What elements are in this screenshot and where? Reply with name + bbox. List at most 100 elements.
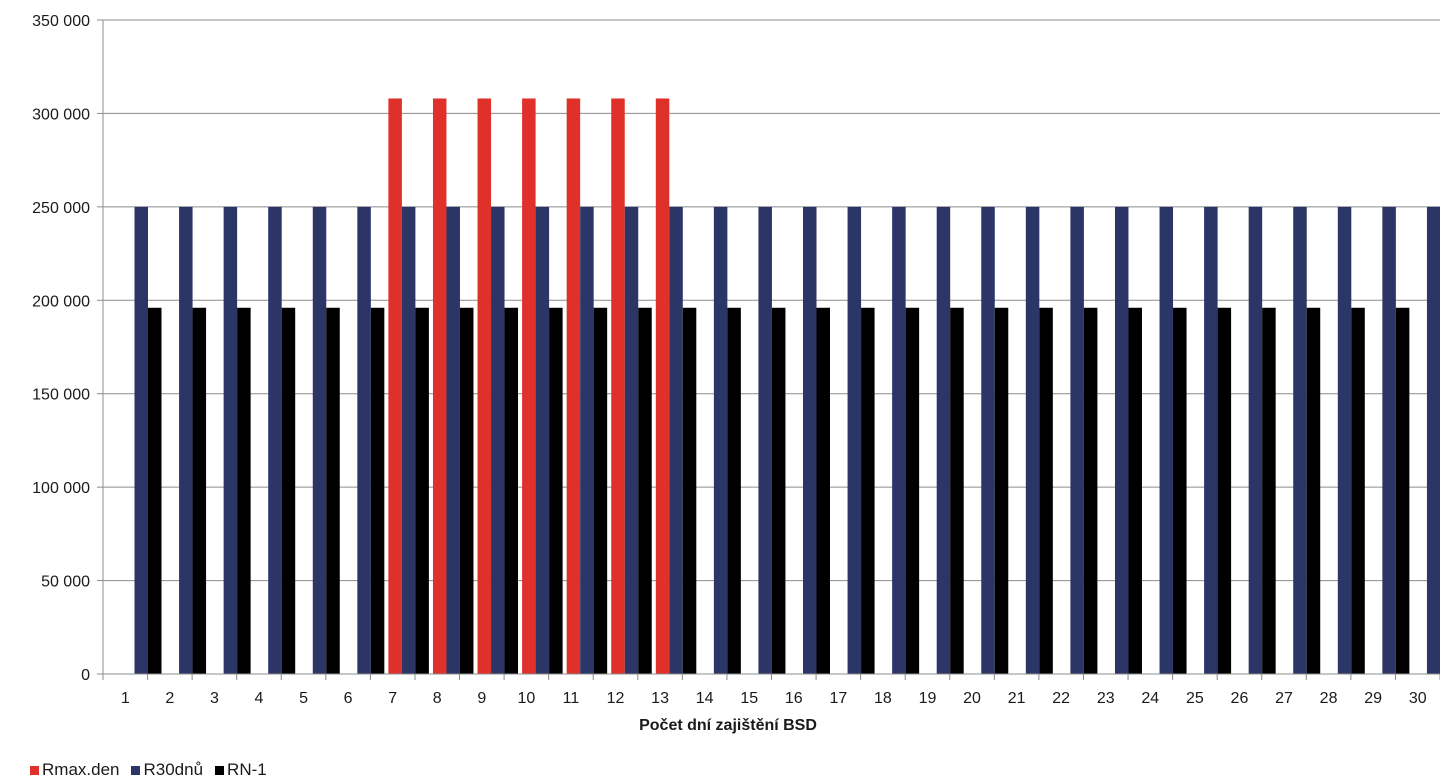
- bar-rn-1-2: [192, 307, 207, 674]
- y-tick-label: 300 000: [32, 106, 90, 123]
- bar-r30dn--1: [134, 206, 148, 674]
- bar-rmax-den-12: [611, 98, 625, 675]
- legend-label-rmax: Rmax.den: [42, 760, 120, 779]
- x-tick-label: 11: [563, 690, 580, 707]
- bar-rn-1-29: [1395, 307, 1410, 674]
- bar-r30dn--5: [312, 206, 327, 674]
- bar-r30dn--18: [892, 206, 906, 674]
- bar-rn-1-4: [281, 307, 296, 674]
- bar-rmax-den-9: [477, 98, 492, 675]
- bar-rn-1-5: [326, 307, 340, 674]
- legend-item-rn1: RN-1: [215, 760, 267, 780]
- bar-rn-1-20: [994, 307, 1009, 674]
- x-tick-label: 4: [255, 690, 264, 707]
- x-tick-label: 12: [607, 690, 625, 707]
- bar-rn-1-1: [148, 307, 162, 674]
- x-tick-label: 7: [388, 690, 397, 707]
- x-tick-label: 21: [1008, 690, 1026, 707]
- bar-rn-1-3: [237, 307, 251, 674]
- x-tick-label: 25: [1186, 690, 1204, 707]
- bar-rn-1-11: [593, 307, 608, 674]
- bar-rn-1-8: [459, 307, 474, 674]
- bar-rn-1-23: [1128, 307, 1142, 674]
- y-tick-label: 200 000: [32, 293, 90, 310]
- bar-r30dn--2: [179, 206, 193, 674]
- bar-rn-1-18: [905, 307, 920, 674]
- bar-rn-1-24: [1173, 307, 1187, 674]
- x-tick-label: 2: [165, 690, 174, 707]
- bar-r30dn--9: [491, 206, 505, 674]
- bar-rn-1-26: [1262, 307, 1276, 674]
- bar-rn-1-7: [415, 307, 429, 674]
- x-tick-label: 14: [696, 690, 714, 707]
- x-tick-label: 23: [1097, 690, 1115, 707]
- bar-rn-1-17: [861, 307, 875, 674]
- y-tick-label: 350 000: [32, 13, 90, 30]
- x-tick-label: 20: [963, 690, 981, 707]
- bar-rn-1-15: [771, 307, 786, 674]
- bar-rn-1-22: [1083, 307, 1098, 674]
- bar-rn-1-19: [950, 307, 964, 674]
- bar-r30dn--26: [1248, 206, 1263, 674]
- legend-swatch-rn1: [215, 765, 225, 775]
- y-tick-label: 0: [81, 667, 90, 684]
- x-tick-label: 3: [210, 690, 219, 707]
- x-tick-label: 26: [1231, 690, 1249, 707]
- legend-swatch-r30: [131, 765, 141, 775]
- y-tick-labels: 0 50 000 100 000 150 000 200 000 250 000 300 0…: [32, 13, 90, 684]
- bar-rn-1-21: [1039, 307, 1053, 674]
- x-tick-label: 8: [433, 690, 442, 707]
- y-tick-label: 100 000: [32, 480, 90, 497]
- x-tick-label: 27: [1275, 690, 1293, 707]
- bar-rn-1-12: [638, 307, 652, 674]
- y-tick-label: 150 000: [32, 387, 90, 404]
- legend-item-rmax: Rmax.den: [30, 760, 119, 780]
- bar-rn-1-28: [1351, 307, 1365, 674]
- legend-item-r30: R30dnů: [131, 760, 203, 780]
- x-tick-label: 13: [651, 690, 669, 707]
- x-tick-label: 24: [1141, 690, 1159, 707]
- bar-r30dn--12: [624, 206, 639, 674]
- bar-rn-1-10: [549, 307, 563, 674]
- bar-rn-1-25: [1217, 307, 1232, 674]
- bar-r30dn--23: [1114, 206, 1129, 674]
- bar-rn-1-6: [370, 307, 385, 674]
- x-tick-label: 30: [1409, 690, 1427, 707]
- x-tick-label: 29: [1364, 690, 1382, 707]
- bar-r30dn--20: [981, 206, 995, 674]
- bar-r30dn--13: [669, 206, 683, 674]
- bar-rn-1-13: [682, 307, 697, 674]
- bar-r30dn--25: [1204, 206, 1218, 674]
- bar-r30dn--24: [1159, 206, 1174, 674]
- bar-r30dn--10: [535, 206, 550, 674]
- bar-r30dn--19: [936, 206, 951, 674]
- x-tick-label: 1: [121, 690, 130, 707]
- legend: Rmax.den R30dnů RN-1: [30, 760, 267, 780]
- bar-r30dn--28: [1337, 206, 1352, 674]
- bar-rmax-den-11: [566, 98, 581, 675]
- bar-r30dn--4: [268, 206, 282, 674]
- bar-r30dn--21: [1025, 206, 1040, 674]
- x-tick-label: 10: [517, 690, 535, 707]
- bar-r30dn--15: [758, 206, 772, 674]
- bars: [134, 98, 1440, 675]
- x-tick-label: 9: [477, 690, 486, 707]
- bar-r30dn--17: [847, 206, 862, 674]
- bar-rmax-den-10: [522, 98, 536, 675]
- x-tick-label: 15: [740, 690, 758, 707]
- bar-rn-1-16: [816, 307, 830, 674]
- legend-swatch-rmax: [30, 765, 39, 775]
- x-tick-label: 6: [344, 690, 353, 707]
- bar-rmax-den-7: [388, 98, 402, 675]
- x-tick-label: 16: [785, 690, 803, 707]
- bar-rn-1-27: [1306, 307, 1321, 674]
- bar-r30dn--7: [401, 206, 416, 674]
- x-tick-label: 17: [829, 690, 847, 707]
- bar-r30dn--27: [1293, 206, 1307, 674]
- x-tick-label: 18: [874, 690, 892, 707]
- bar-rmax-den-8: [432, 98, 447, 675]
- bar-r30dn--6: [357, 206, 371, 674]
- x-axis-title: Počet dní zajištění BSD: [639, 717, 817, 734]
- bar-r30dn--3: [223, 206, 238, 674]
